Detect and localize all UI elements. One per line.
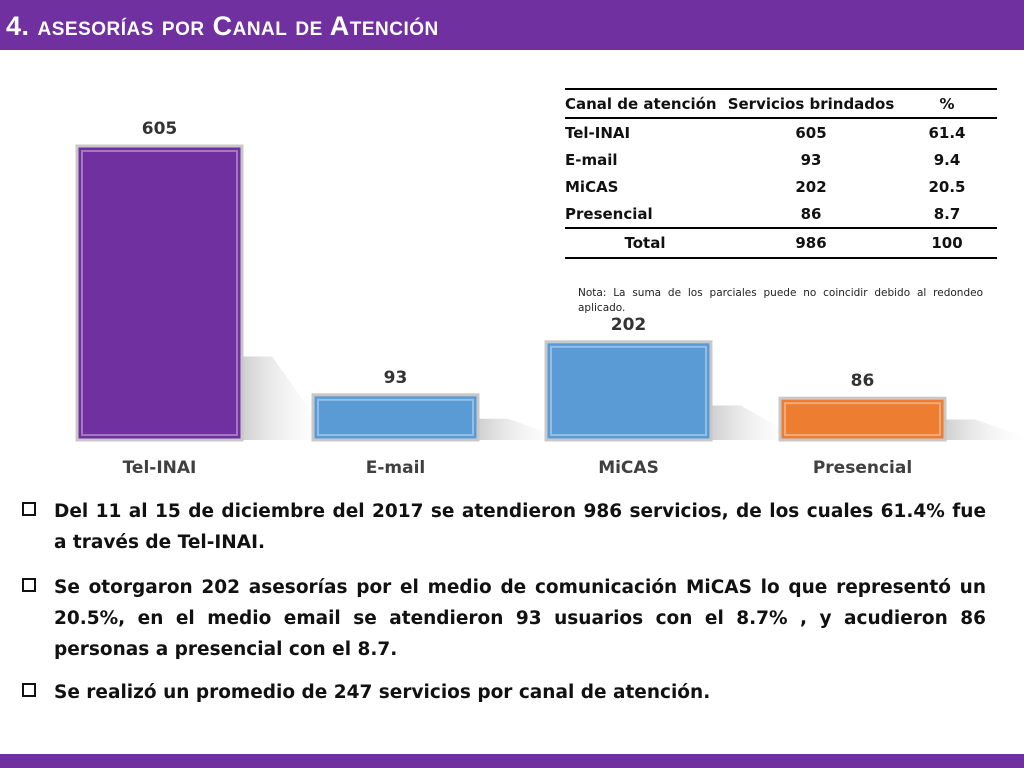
table-header-percent: %: [897, 89, 997, 119]
bar-shadow: [945, 419, 1024, 440]
table-cell-percent: 20.5: [928, 177, 966, 196]
checkbox-bullet-icon: [22, 683, 36, 697]
table-row: Presencial 86 8.7: [565, 200, 997, 228]
bullet-item: Del 11 al 15 de diciembre del 2017 se at…: [22, 496, 986, 558]
bullet-item: Se realizó un promedio de 247 servicios …: [22, 677, 986, 708]
checkbox-bullet-icon: [22, 578, 36, 592]
table-header-servicios: Servicios brindados: [725, 89, 897, 119]
bar-bevel: [550, 345, 707, 436]
table-row: Tel-INAI 605 61.4: [565, 118, 997, 146]
table-total-label: Total: [565, 227, 725, 259]
bar-data-label: 86: [851, 371, 875, 391]
bullet-item: Se otorgaron 202 asesorías por el medio …: [22, 572, 986, 665]
category-label: MiCAS: [598, 458, 659, 478]
bar-presencial: [778, 396, 947, 442]
table-cell-percent: 8.7: [933, 204, 961, 223]
bar-chart: 605 Tel-INAI 93 E-mail 202 MiCAS 86 Presencial: [75, 119, 1024, 478]
table-total-percent: 100: [897, 227, 997, 259]
bar-tel-inai: [75, 144, 244, 442]
table-cell-canal: Presencial: [565, 204, 653, 223]
table-row: E-mail 93 9.4: [565, 146, 997, 173]
table-cell-servicios: 605: [795, 123, 827, 142]
bar-shadow: [242, 356, 332, 440]
table-cell-percent: 61.4: [928, 123, 966, 142]
bullet-text: Del 11 al 15 de diciembre del 2017 se at…: [54, 501, 986, 553]
table-cell-canal: Tel-INAI: [565, 123, 631, 142]
bottom-bar: [0, 754, 1024, 768]
table-cell-servicios: 86: [800, 204, 822, 223]
category-label: Tel-INAI: [123, 458, 197, 478]
bar-bevel: [81, 150, 238, 436]
bullet-text: Se otorgaron 202 asesorías por el medio …: [54, 577, 986, 660]
services-table: Canal de atención Servicios brindados % …: [565, 88, 997, 259]
bullet-text: Se realizó un promedio de 247 servicios …: [54, 682, 711, 703]
bar-bevel: [317, 398, 474, 436]
table-total-servicios: 986: [725, 227, 897, 259]
slide-title: 4. asesorías por Canal de Atención: [6, 11, 439, 41]
table-row: MiCAS 202 20.5: [565, 173, 997, 200]
table-cell-canal: E-mail: [565, 150, 618, 169]
bullet-list: Del 11 al 15 de diciembre del 2017 se at…: [22, 496, 986, 708]
title-bar: 4. asesorías por Canal de Atención: [0, 0, 1024, 50]
table-header-canal: Canal de atención: [565, 89, 725, 119]
bar-data-label: 93: [384, 368, 408, 388]
category-label: E-mail: [366, 458, 426, 478]
table-cell-canal: MiCAS: [565, 177, 619, 196]
checkbox-bullet-icon: [22, 502, 36, 516]
table-total-row: Total 986 100: [565, 227, 997, 259]
bar-bevel: [784, 402, 941, 436]
table-cell-servicios: 93: [800, 150, 822, 169]
bar-e-mail: [311, 393, 480, 442]
bar-data-label: 202: [611, 315, 647, 335]
table-cell-servicios: 202: [795, 177, 827, 196]
bar-micas: [544, 340, 713, 442]
table-header-row: Canal de atención Servicios brindados %: [565, 89, 997, 119]
bar-data-label: 605: [142, 119, 178, 139]
table-cell-percent: 9.4: [933, 150, 961, 169]
table-note: Nota: La suma de los parciales puede no …: [578, 287, 983, 314]
category-label: Presencial: [813, 458, 912, 478]
